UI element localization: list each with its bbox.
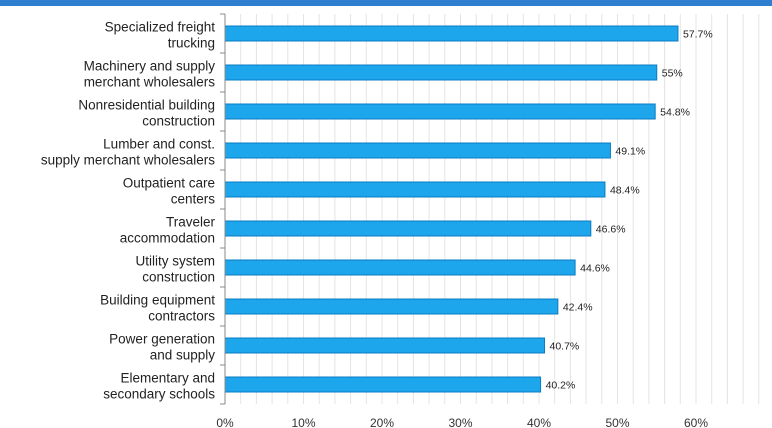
bar [224, 142, 611, 159]
category-label: Machinery and supply merchant wholesalers [84, 59, 216, 90]
x-tick-label: 20% [370, 416, 394, 428]
category-label: Lumber and const. supply merchant wholesa… [41, 137, 215, 168]
data-label: 40.2% [546, 380, 576, 392]
axes-group: Specialized freight trucking Machinery and… [41, 13, 708, 428]
category-label: Specialized freight trucking [105, 20, 216, 51]
data-label: 42.4% [563, 302, 593, 314]
category-label-line: construction [142, 114, 215, 129]
category-label-line: Machinery and supply [84, 59, 216, 74]
data-label: 49.1% [615, 146, 645, 158]
category-label-line: Nonresidential building [78, 98, 215, 113]
category-label-line: Outpatient care [123, 176, 215, 191]
category-label: Power generation and supply [109, 332, 215, 363]
bars-group: 57.7% 55% 54.8% 49.1% 48.4% 46.6% 44.6% 42.4% 40… [224, 25, 713, 393]
category-label-line: merchant wholesalers [84, 75, 216, 90]
bar [224, 181, 606, 198]
x-tick-label: 50% [605, 416, 629, 428]
bar [224, 298, 559, 315]
category-label-line: centers [171, 192, 216, 207]
category-label: Outpatient care centers [123, 176, 216, 207]
bar [224, 64, 658, 81]
category-label-line: and supply [150, 348, 216, 363]
category-label-line: accommodation [120, 231, 215, 246]
x-tick-label: 30% [448, 416, 472, 428]
data-label: 55% [662, 68, 683, 80]
data-label: 46.6% [596, 224, 626, 236]
data-label: 44.6% [580, 263, 610, 275]
category-label-line: construction [142, 270, 215, 285]
data-label: 48.4% [610, 185, 640, 197]
category-label: Utility system construction [135, 254, 215, 285]
bar [224, 259, 576, 276]
data-label: 40.7% [549, 341, 579, 353]
category-label-line: Lumber and const. [103, 137, 215, 152]
category-label-line: contractors [148, 309, 215, 324]
category-label-line: supply merchant wholesalers [41, 153, 215, 168]
category-label: Nonresidential building construction [78, 98, 215, 129]
category-label-line: trucking [168, 36, 215, 51]
category-label: Elementary and secondary schools [103, 371, 215, 402]
x-tick-label: 10% [291, 416, 315, 428]
category-label-line: Traveler [166, 215, 216, 230]
bar [224, 103, 656, 120]
category-label-line: Utility system [135, 254, 215, 269]
category-label: Traveler accommodation [120, 215, 216, 246]
x-tick-label: 60% [684, 416, 708, 428]
data-label: 54.8% [660, 107, 690, 119]
bar [224, 376, 542, 393]
bar [224, 25, 679, 42]
category-label-line: Specialized freight [105, 20, 216, 35]
category-label-line: Power generation [109, 332, 215, 347]
bar [224, 220, 592, 237]
x-tick-label: 0% [216, 416, 234, 428]
x-tick-label: 40% [527, 416, 551, 428]
data-label: 57.7% [683, 29, 713, 41]
category-label-line: Elementary and [120, 371, 215, 386]
category-label: Building equipment contractors [100, 293, 215, 324]
bar [224, 337, 545, 354]
chart-header-band [0, 0, 772, 6]
category-label-line: secondary schools [103, 387, 215, 402]
category-label-line: Building equipment [100, 293, 215, 308]
